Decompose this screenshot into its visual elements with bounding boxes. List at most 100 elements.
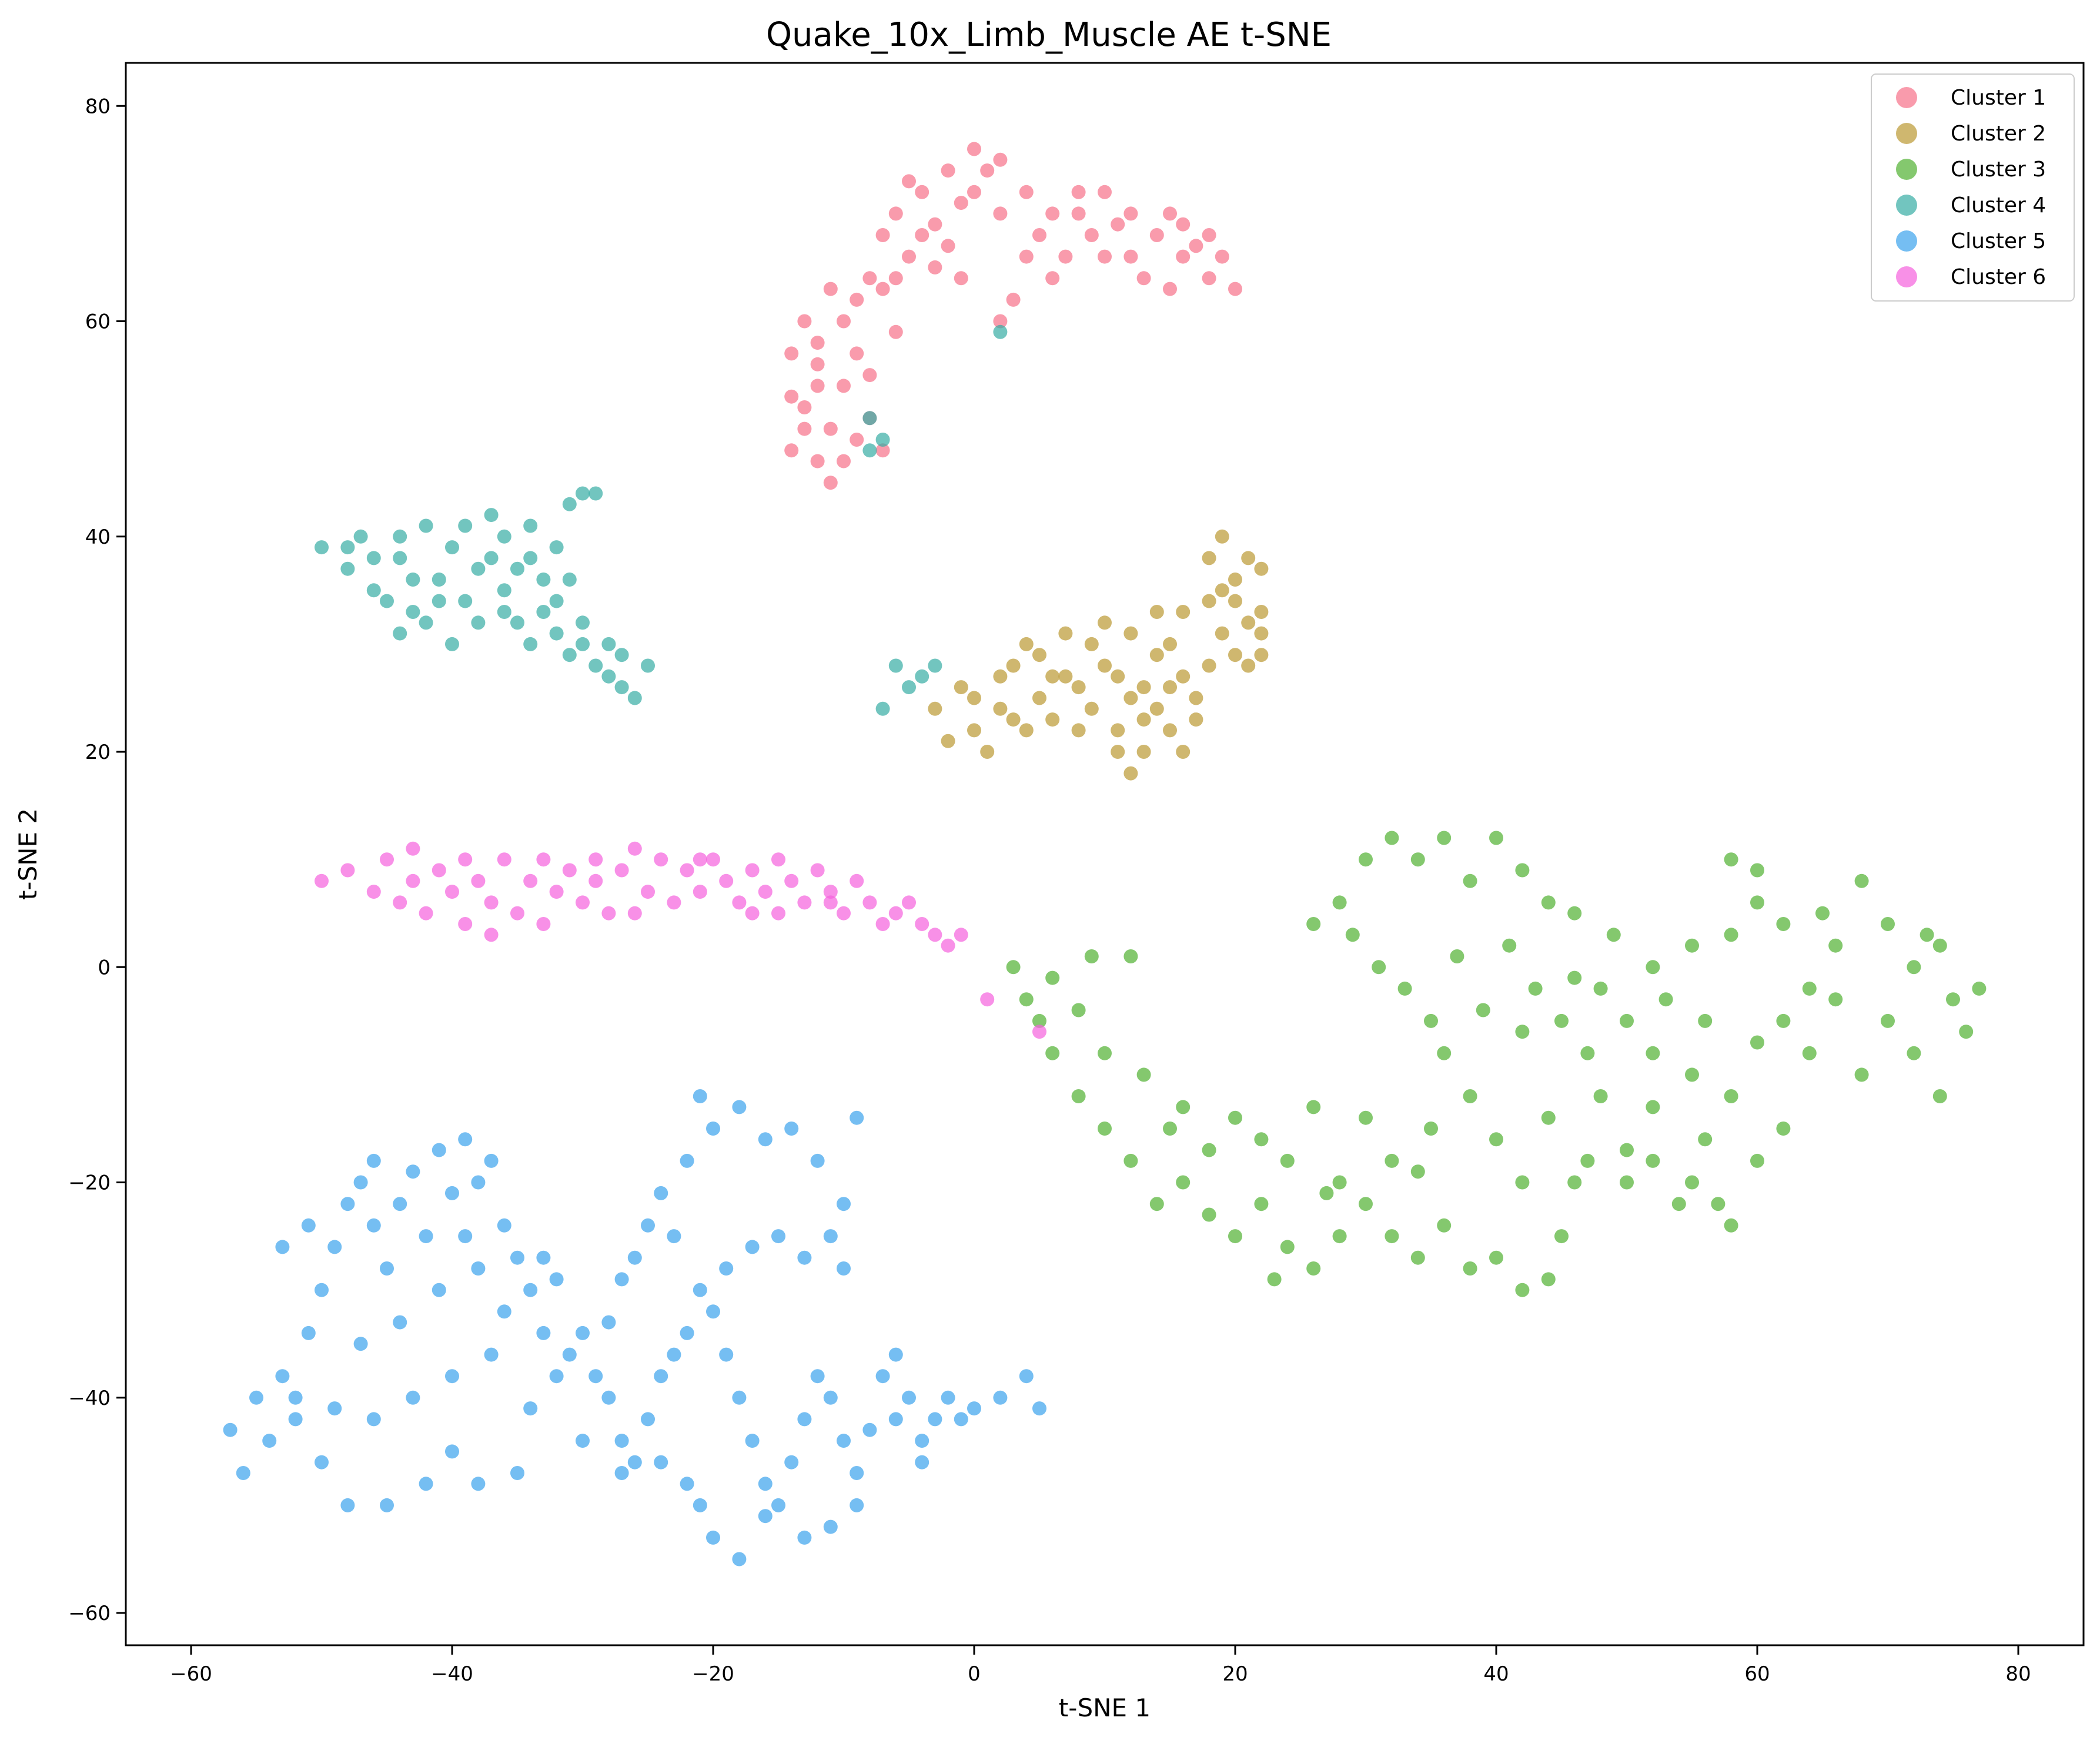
point-cluster-3-78 (1554, 1013, 1569, 1028)
point-cluster-5-87 (288, 1390, 303, 1405)
point-cluster-6-44 (915, 917, 929, 931)
point-cluster-6-43 (902, 895, 916, 910)
point-cluster-6-5 (406, 873, 420, 888)
point-cluster-2-9 (1071, 680, 1086, 695)
point-cluster-3-46 (1828, 938, 1843, 953)
point-cluster-1-15 (1071, 185, 1086, 199)
point-cluster-3-83 (1332, 1175, 1347, 1190)
point-cluster-6-12 (497, 852, 511, 867)
point-cluster-3-21 (1515, 1283, 1530, 1297)
point-cluster-4-30 (471, 615, 486, 630)
point-cluster-3-94 (1646, 1100, 1660, 1114)
point-cluster-3-35 (1685, 1067, 1699, 1082)
point-cluster-6-25 (667, 895, 681, 910)
point-cluster-5-65 (641, 1218, 655, 1233)
point-cluster-5-98 (758, 1509, 773, 1524)
y-axis-title: t-SNE 2 (14, 808, 42, 900)
point-cluster-5-69 (758, 1132, 773, 1147)
point-cluster-3-51 (1881, 1013, 1895, 1028)
point-cluster-1-28 (954, 196, 968, 210)
point-cluster-3-103 (1254, 1132, 1269, 1147)
point-cluster-3-8 (1176, 1175, 1191, 1190)
point-cluster-1-32 (850, 346, 864, 361)
point-cluster-5-22 (510, 1250, 524, 1265)
point-cluster-5-100 (823, 1519, 838, 1534)
point-cluster-5-52 (902, 1390, 916, 1405)
point-cluster-5-27 (576, 1325, 590, 1340)
point-cluster-2-49 (1163, 680, 1177, 695)
point-cluster-1-7 (875, 228, 890, 242)
point-cluster-1-18 (1149, 228, 1164, 242)
point-cluster-5-53 (915, 1434, 929, 1448)
point-cluster-6-6 (419, 906, 433, 920)
point-cluster-5-118 (888, 1412, 903, 1427)
point-cluster-5-94 (614, 1466, 629, 1480)
point-cluster-5-37 (706, 1304, 720, 1319)
point-cluster-1-44 (1098, 249, 1112, 264)
point-cluster-1-64 (862, 368, 877, 383)
point-cluster-6-16 (549, 885, 564, 899)
point-cluster-1-54 (1058, 249, 1073, 264)
point-cluster-5-64 (654, 1186, 668, 1200)
point-cluster-2-4 (1006, 658, 1021, 673)
legend-label-cluster-3: Cluster 3 (1951, 158, 2046, 182)
point-cluster-2-32 (1136, 712, 1151, 727)
point-cluster-5-47 (837, 1434, 851, 1448)
point-cluster-3-117 (1515, 1025, 1530, 1039)
point-cluster-3-16 (1385, 1229, 1399, 1244)
point-cluster-4-35 (340, 540, 355, 555)
point-cluster-2-43 (1098, 615, 1112, 630)
points-layer (223, 142, 1987, 1566)
point-cluster-5-83 (471, 1477, 486, 1491)
point-cluster-1-3 (797, 314, 812, 329)
x-axis: −60 −40 −20 0 20 40 60 80 (170, 1645, 2031, 1686)
point-cluster-1-37 (784, 346, 799, 361)
point-cluster-6-34 (784, 873, 799, 888)
point-cluster-3-10 (1228, 1229, 1242, 1244)
point-cluster-6-22 (627, 841, 642, 856)
point-cluster-6-59 (980, 992, 995, 1007)
point-cluster-6-36 (810, 863, 825, 878)
legend: Cluster 1 Cluster 2 Cluster 3 Cluster 4 Clus… (1871, 73, 2075, 302)
point-cluster-2-36 (1058, 626, 1073, 641)
point-cluster-3-108 (1854, 1067, 1869, 1082)
point-cluster-5-68 (732, 1100, 747, 1114)
point-cluster-4-15 (536, 605, 551, 619)
point-cluster-3-111 (1698, 1013, 1713, 1028)
point-cluster-1-63 (941, 239, 955, 253)
point-cluster-2-54 (1202, 658, 1216, 673)
point-cluster-2-1 (954, 680, 968, 695)
point-cluster-5-1 (236, 1466, 250, 1480)
point-cluster-1-47 (1215, 249, 1229, 264)
point-cluster-3-34 (1724, 1089, 1738, 1103)
point-cluster-3-15 (1359, 1197, 1373, 1211)
point-cluster-3-110 (1802, 1046, 1817, 1060)
point-cluster-3-64 (1463, 873, 1477, 888)
x-tick-label: 40 (1483, 1662, 1509, 1686)
point-cluster-3-43 (1776, 917, 1791, 931)
point-cluster-6-54 (458, 852, 473, 867)
point-cluster-6-35 (797, 895, 812, 910)
point-cluster-6-50 (627, 906, 642, 920)
point-cluster-3-73 (1397, 981, 1412, 996)
point-cluster-5-88 (366, 1412, 381, 1427)
point-cluster-3-37 (1620, 1013, 1634, 1028)
point-cluster-1-20 (1202, 271, 1216, 286)
point-cluster-1-21 (1228, 282, 1242, 296)
point-cluster-3-65 (1489, 831, 1503, 845)
point-cluster-4-43 (380, 594, 394, 608)
y-tick-label: 80 (85, 95, 111, 118)
point-cluster-3-100 (1410, 1164, 1425, 1179)
point-cluster-4-22 (627, 691, 642, 705)
y-tick-label: −40 (68, 1387, 111, 1410)
legend-label-cluster-2: Cluster 2 (1951, 122, 2046, 146)
point-cluster-5-84 (510, 1466, 524, 1480)
point-cluster-1-46 (1189, 239, 1203, 253)
point-cluster-3-20 (1489, 1250, 1503, 1265)
point-cluster-3-87 (1136, 1067, 1151, 1082)
point-cluster-5-17 (445, 1186, 459, 1200)
point-cluster-3-107 (1724, 852, 1738, 867)
point-cluster-3-24 (1515, 1175, 1530, 1190)
legend-marker-cluster-1 (1896, 87, 1917, 108)
point-cluster-2-55 (1228, 594, 1242, 608)
